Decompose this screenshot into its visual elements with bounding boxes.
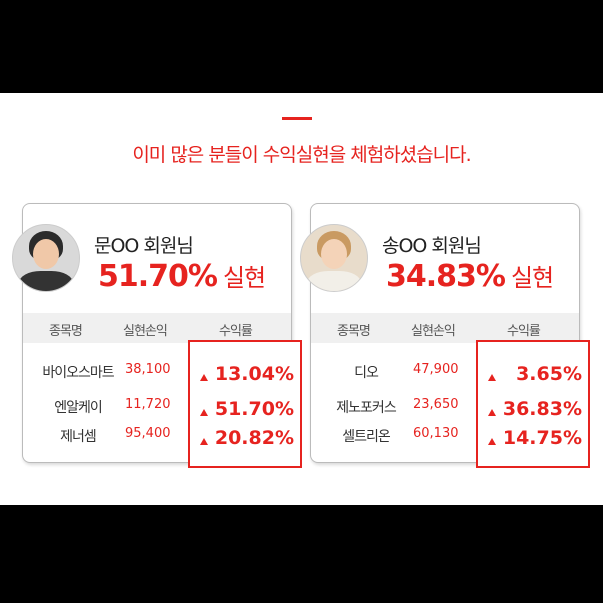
realized-profit: 11,720 [125,397,171,412]
stock-name: 엔알케이 [54,400,103,416]
stock-name: 바이오스마트 [42,365,114,381]
highlight-box: 13.04% 51.70% 20.82% [188,340,302,468]
avatar-body [307,271,361,291]
column-header: 실현손익 [123,324,168,339]
realized-profit: 23,650 [413,397,459,412]
realized-profit: 60,130 [413,426,459,441]
up-arrow [488,438,496,445]
stock-name: 디오 [354,365,379,381]
return-rate: 51.70% [214,398,294,420]
column-header: 종목명 [337,324,371,339]
realized-profit: 47,900 [413,362,459,377]
accent-bar [282,117,312,120]
column-header: 실현손익 [411,324,456,339]
highlight-box: 3.65% 36.83% 14.75% [476,340,590,468]
realized-rate: 51.70% 실현 [98,259,266,294]
stock-name: 제너셈 [60,429,97,445]
up-arrow [200,374,208,381]
member-name: 문OO 회원님 [94,235,194,257]
member-card: 문OO 회원님 51.70% 실현 종목명 실현손익 수익률 13.04% 51.70% 20.… [12,203,302,468]
return-rate: 20.82% [214,427,294,449]
return-rate: 3.65% [516,363,582,385]
realized-profit: 38,100 [125,362,171,377]
up-arrow [200,438,208,445]
up-arrow [488,374,496,381]
column-header: 수익률 [219,324,253,339]
avatar-face [321,239,347,269]
avatar [300,224,368,292]
column-header: 종목명 [49,324,83,339]
return-rate: 13.04% [214,363,294,385]
realized-rate: 34.83% 실현 [386,259,554,294]
headline: 이미 많은 분들이 수익실현을 체험하셨습니다. [132,144,471,166]
avatar-body [19,271,73,291]
return-rate: 36.83% [502,398,582,420]
stock-name: 셀트리온 [342,429,391,445]
up-arrow [200,409,208,416]
realized-profit: 95,400 [125,426,171,441]
return-rate: 14.75% [502,427,582,449]
table-header [23,313,291,343]
up-arrow [488,409,496,416]
stock-name: 제노포커스 [336,400,396,416]
rate-suffix: 실현 [222,264,266,292]
member-name: 송OO 회원님 [382,235,482,257]
avatar-face [33,239,59,269]
rate-suffix: 실현 [510,264,554,292]
table-header [311,313,579,343]
column-header: 수익률 [507,324,541,339]
avatar [12,224,80,292]
